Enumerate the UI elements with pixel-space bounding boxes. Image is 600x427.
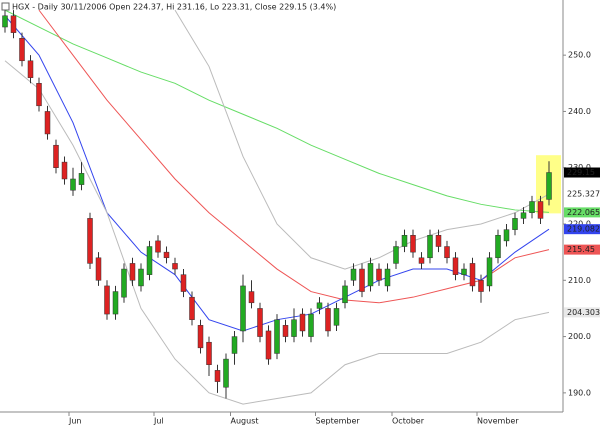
moving-average xyxy=(38,9,550,304)
candle-body xyxy=(10,15,17,33)
candle-body xyxy=(486,257,493,287)
candle-body xyxy=(452,257,459,275)
candle-body xyxy=(282,325,289,337)
candle-body xyxy=(444,246,450,259)
candle-body xyxy=(316,302,323,309)
y-tick-label: 200.0 xyxy=(568,332,591,341)
candle-body xyxy=(469,263,476,287)
candle-body xyxy=(180,274,187,292)
candle-body xyxy=(291,319,297,337)
candle-body xyxy=(61,161,68,180)
x-tick-label: November xyxy=(477,417,519,426)
candle-body xyxy=(393,246,399,264)
icon xyxy=(1,2,10,11)
candle-body xyxy=(87,218,93,264)
candle-body xyxy=(78,173,85,185)
y-tick-label: 190.0 xyxy=(568,388,591,397)
candle-body xyxy=(121,268,127,298)
value-label-box xyxy=(564,207,600,218)
value-label-box xyxy=(564,167,600,178)
candle-body xyxy=(129,263,136,281)
candle-body xyxy=(197,325,204,349)
candle-body xyxy=(350,268,357,281)
candle-body xyxy=(189,296,195,320)
y-tick-label: 240.0 xyxy=(568,107,591,116)
candle-body xyxy=(27,60,34,78)
x-tick-label: August xyxy=(231,417,259,426)
value-label-box xyxy=(564,307,600,318)
candle-body xyxy=(70,178,76,191)
candle-body xyxy=(104,285,110,315)
candle-body xyxy=(384,268,391,287)
candle-body xyxy=(163,251,170,259)
candle-body xyxy=(265,330,272,360)
y-tick-label: 220.0 xyxy=(568,220,591,229)
x-tick-label: September xyxy=(316,417,361,426)
value-label: 215.45 xyxy=(567,245,595,254)
candle-body xyxy=(333,308,340,326)
candle-body xyxy=(529,201,535,214)
y-tick-label: 250.0 xyxy=(568,51,591,60)
candle-body xyxy=(435,235,442,247)
candle-body xyxy=(427,235,433,259)
candle-body xyxy=(248,291,255,304)
candle-body xyxy=(240,285,246,332)
candle-body xyxy=(172,263,178,270)
candle-body xyxy=(36,83,42,107)
candle-body xyxy=(257,308,263,337)
value-label: 219.082 xyxy=(567,225,600,234)
candle-body xyxy=(546,172,552,200)
candle-body xyxy=(19,38,25,62)
candle-body xyxy=(308,313,314,337)
candle-body xyxy=(44,111,51,135)
x-tick-label: Jul xyxy=(153,417,164,426)
candle-body xyxy=(478,280,484,292)
value-label-box xyxy=(564,189,600,200)
candle-body xyxy=(376,268,382,281)
candle-body xyxy=(146,246,153,275)
candle-body xyxy=(53,144,59,168)
value-label: 229.15 xyxy=(567,168,595,177)
moving-average xyxy=(174,9,550,270)
candle-body xyxy=(206,341,212,365)
candle-body xyxy=(520,212,527,219)
candle-body xyxy=(410,235,416,253)
candle-body xyxy=(461,268,467,275)
candle-body xyxy=(401,235,408,247)
candle-body xyxy=(138,268,144,287)
candle-body xyxy=(231,336,238,354)
candle-body xyxy=(495,235,501,259)
candle-body xyxy=(537,201,544,219)
candle-body xyxy=(274,319,280,354)
candle-body xyxy=(359,268,365,292)
candle-body xyxy=(418,257,425,264)
moving-average xyxy=(4,60,550,405)
value-label-box xyxy=(564,224,600,235)
value-label: 204.303 xyxy=(567,308,600,317)
candle-body xyxy=(342,285,348,304)
value-label: 225.327 xyxy=(567,190,600,199)
candle-body xyxy=(112,291,119,315)
moving-average xyxy=(4,9,550,213)
candle-body xyxy=(95,257,102,281)
candle-body xyxy=(325,308,331,332)
candle-body xyxy=(512,218,518,230)
candle-body xyxy=(367,263,374,287)
x-tick-label: October xyxy=(392,417,425,426)
candle-body xyxy=(214,370,221,382)
value-label-box xyxy=(564,244,600,255)
plot-area xyxy=(2,7,561,405)
candle-body xyxy=(503,229,510,242)
candle-body xyxy=(2,15,8,28)
value-label: 222.065 xyxy=(567,208,600,217)
y-tick-label: 210.0 xyxy=(568,276,591,285)
x-tick-label: Jun xyxy=(68,417,82,426)
chart-title: HGX - Daily 30/11/2006 Open 224.37, Hi 2… xyxy=(12,3,336,12)
candle-body xyxy=(155,240,161,253)
candle-body xyxy=(223,358,229,388)
candle-body xyxy=(299,313,306,332)
